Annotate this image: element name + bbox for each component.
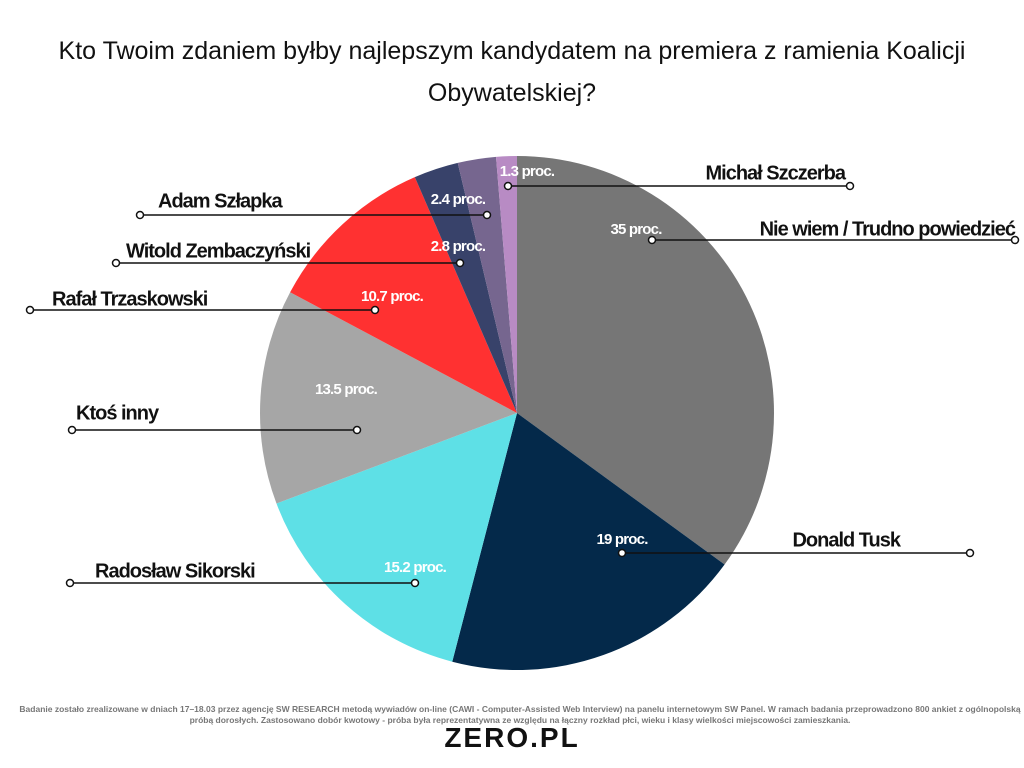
leader-dot <box>647 235 657 245</box>
legend-label: Donald Tusk <box>792 529 901 551</box>
legend-label: Radosław Sikorski <box>95 560 255 582</box>
pie-slice <box>260 292 517 504</box>
value-label: 10.7 proc. <box>361 288 424 305</box>
pie-slice <box>517 156 775 565</box>
leader-dot <box>455 258 465 268</box>
leader-dot <box>65 578 75 588</box>
value-label: 19 proc. <box>596 531 648 548</box>
value-label: 2.4 proc. <box>431 191 486 208</box>
legend-label: Witold Zembaczyński <box>126 240 311 262</box>
leader-dot <box>1010 235 1020 245</box>
value-label: 1.3 proc. <box>500 163 555 180</box>
legend-label: Ktoś inny <box>76 402 160 424</box>
leader-dot <box>965 548 975 558</box>
leader-dot <box>503 181 513 191</box>
pie-slice <box>457 156 517 413</box>
pie-slice <box>414 162 517 413</box>
leader-dot <box>111 258 121 268</box>
logo: ZERO.PL <box>444 722 580 753</box>
chart-title: Kto Twoim zdaniem byłby najlepszym kandy… <box>58 37 966 107</box>
legend-label: Rafał Trzaskowski <box>52 288 208 310</box>
leader-dot <box>135 210 145 220</box>
pie-slice <box>290 177 517 413</box>
leader-dot <box>352 425 362 435</box>
value-label: 13.5 proc. <box>315 381 378 398</box>
leader-dot <box>410 578 420 588</box>
pie-slice <box>452 413 725 671</box>
legend-label: Michał Szczerba <box>705 162 846 184</box>
pie-slice <box>276 413 517 662</box>
legend-label: Nie wiem / Trudno powiedzieć <box>760 218 1016 240</box>
leader-dot <box>370 305 380 315</box>
leader-dot <box>482 210 492 220</box>
leader-dot <box>617 548 627 558</box>
value-label: 35 proc. <box>610 221 662 238</box>
pie-slice <box>496 156 517 413</box>
value-label: 2.8 proc. <box>431 238 486 255</box>
value-label: 15.2 proc. <box>384 559 447 576</box>
leader-dot <box>25 305 35 315</box>
leader-dot <box>67 425 77 435</box>
leader-dot <box>845 181 855 191</box>
footnote: Badanie zostało zrealizowane w dniach 17… <box>19 704 1021 725</box>
legend-label: Adam Szłapka <box>158 190 283 212</box>
